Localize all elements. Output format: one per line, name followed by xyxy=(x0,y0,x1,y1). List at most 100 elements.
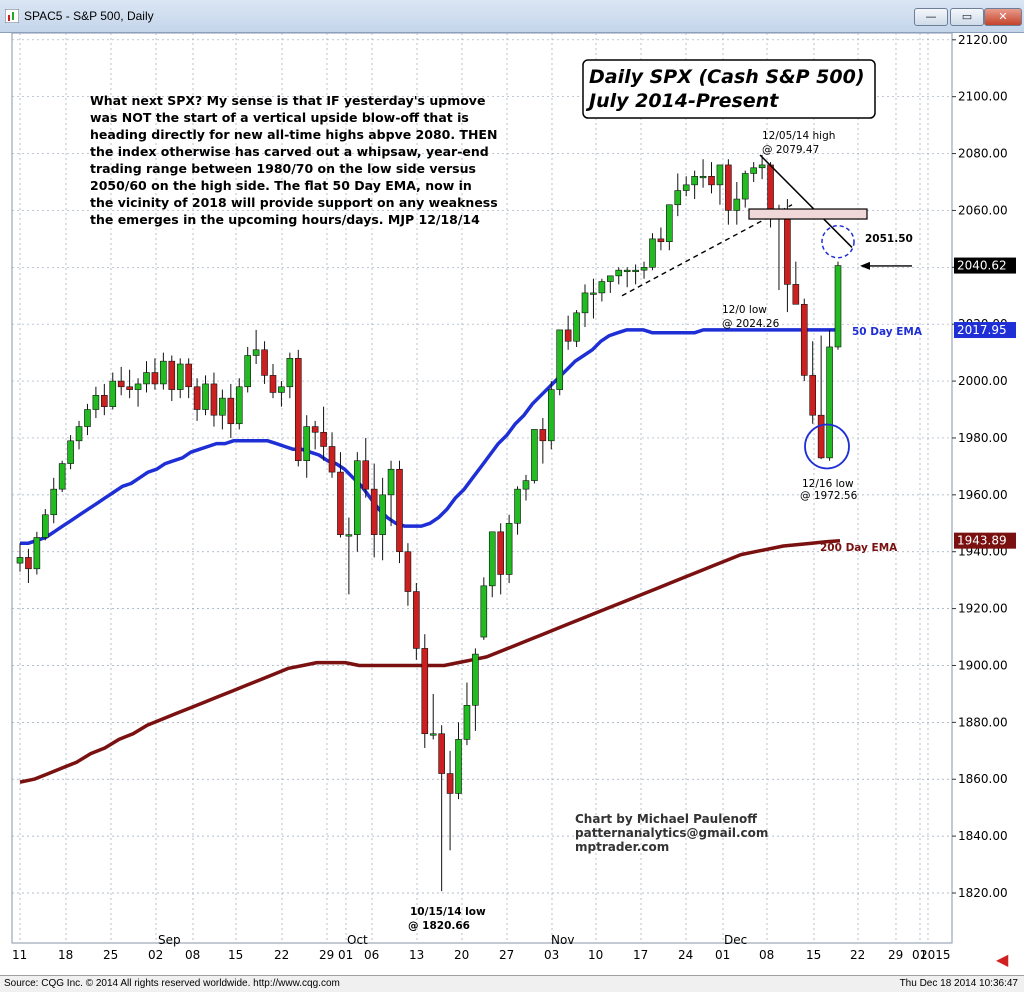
candle-body xyxy=(379,494,386,535)
price-tag-label: 1943.89 xyxy=(957,534,1007,548)
candle-body xyxy=(792,284,800,305)
annotation-dec0-low-value: @ 2024.26 xyxy=(722,318,780,330)
candle-body xyxy=(354,460,361,535)
chart-area[interactable]: 1820.00 1840.00 1860.00 1880.00 1900.00 1920.… xyxy=(0,32,1024,975)
x-axis: 11 18 25 02 08 15 22 29 01 06 13 20 27 03 10 17 24 01 08 15… xyxy=(12,933,951,962)
candle-body xyxy=(708,176,715,186)
candle-body xyxy=(438,733,445,774)
x-tick-label: 29 xyxy=(888,948,903,962)
candle-body xyxy=(581,292,589,314)
candle-body xyxy=(784,210,791,285)
candle-body xyxy=(674,190,682,206)
candle-body xyxy=(25,557,32,570)
minimize-button[interactable]: — xyxy=(914,8,948,26)
target-circle xyxy=(821,224,855,259)
candle-body xyxy=(640,267,648,271)
ema200-line xyxy=(19,538,841,784)
candle-body xyxy=(505,522,513,575)
candle-body xyxy=(741,173,749,200)
candle-body xyxy=(294,358,302,462)
candle-body xyxy=(556,329,564,390)
x-tick-label: 06 xyxy=(364,948,379,962)
candle-body xyxy=(362,460,370,490)
x-tick-label: 15 xyxy=(806,948,821,962)
candle-body xyxy=(185,363,192,388)
credit-line: Chart by Michael Paulenoff xyxy=(575,812,757,826)
candle-body xyxy=(522,480,530,490)
candle-body xyxy=(16,557,24,564)
price-tag-box xyxy=(954,322,1016,339)
candle-body xyxy=(278,386,285,393)
candle-body xyxy=(699,176,707,179)
label-200-day-ema: 200 Day EMA xyxy=(820,542,898,554)
candle-body xyxy=(733,198,741,211)
candle-body xyxy=(767,164,774,211)
candle-body xyxy=(632,269,639,272)
low-circle xyxy=(804,423,850,470)
candle-body xyxy=(514,488,521,524)
commentary-line: the emerges in the upcoming hours/days. … xyxy=(90,212,480,227)
close-button[interactable]: ✕ xyxy=(984,8,1022,26)
x-tick-label: 20 xyxy=(454,948,469,962)
candle-body xyxy=(193,386,201,410)
x-month-label: Nov xyxy=(551,933,574,947)
candle-body xyxy=(531,429,538,481)
candle-body xyxy=(219,397,226,416)
credit-line: patternanalytics@gmail.com xyxy=(575,826,768,840)
y-axis: 1820.00 1840.00 1860.00 1880.00 1900.00 1920.… xyxy=(952,33,1008,900)
scroll-back-arrow-icon[interactable]: ◀ xyxy=(996,950,1009,969)
y-tick-label: 2060.00 xyxy=(958,203,1008,217)
candle-body xyxy=(320,431,327,447)
candle-body xyxy=(84,409,91,427)
y-tick-label: 1920.00 xyxy=(958,602,1008,616)
x-month-label: Sep xyxy=(158,933,181,947)
y-tick-label: 1840.00 xyxy=(958,829,1008,843)
candle-body xyxy=(328,446,336,473)
candle-body xyxy=(117,380,125,388)
commentary-line: 2050/60 on the high side. The flat 50 Da… xyxy=(90,178,472,193)
candle-body xyxy=(421,648,429,735)
x-tick-label: 13 xyxy=(409,948,424,962)
candle-body xyxy=(210,383,218,416)
x-tick-label: 29 xyxy=(319,948,334,962)
window-title: SPAC5 - S&P 500, Daily xyxy=(24,9,154,23)
credit-line: mptrader.com xyxy=(575,840,669,854)
candle-body xyxy=(573,312,580,342)
candle-body xyxy=(101,394,108,407)
candle-body xyxy=(716,164,724,186)
resistance-zone xyxy=(748,208,868,220)
candle-body xyxy=(168,360,176,390)
commentary-line: heading directly for new all-time highs … xyxy=(90,127,497,142)
source-text: Source: CQG Inc. © 2014 All rights reser… xyxy=(4,978,340,989)
candle-body xyxy=(337,471,344,535)
chart-drawings xyxy=(621,154,912,470)
app-icon xyxy=(5,9,19,23)
x-tick-label: 08 xyxy=(185,948,200,962)
y-tick-label: 2000.00 xyxy=(958,374,1008,388)
commentary-line: was NOT the start of a vertical upside b… xyxy=(90,110,469,125)
candle-body xyxy=(455,739,462,794)
annotations: 12/05/14 high @ 2079.47 2051.50 12/0 low… xyxy=(408,130,923,932)
candle-body xyxy=(252,349,260,356)
candle-body xyxy=(666,204,673,243)
candle-body xyxy=(480,585,488,638)
candle-body xyxy=(488,531,496,587)
x-tick-label: 01 xyxy=(715,948,730,962)
y-tick-label: 2120.00 xyxy=(958,33,1008,47)
candle-body xyxy=(497,531,504,575)
candle-body xyxy=(607,275,614,282)
window-titlebar: SPAC5 - S&P 500, Daily — ▭ ✕ xyxy=(0,0,1024,33)
candle-body xyxy=(547,389,555,442)
chart-title-line1: Daily SPX (Cash S&P 500) xyxy=(589,66,865,88)
restore-button[interactable]: ▭ xyxy=(950,8,984,26)
commentary-line: trading range between 1980/70 on the low… xyxy=(90,161,476,176)
credits: Chart by Michael Paulenoff patternanalyt… xyxy=(575,812,768,854)
x-tick-label: 18 xyxy=(58,948,73,962)
label-50-day-ema: 50 Day EMA xyxy=(852,326,923,338)
y-tick-label: 1820.00 xyxy=(958,886,1008,900)
candle-body xyxy=(396,468,403,553)
x-tick-label: 22 xyxy=(850,948,865,962)
annotation-2051: 2051.50 xyxy=(865,233,913,245)
timestamp: Thu Dec 18 2014 10:36:47 xyxy=(899,978,1018,989)
y-tick-label: 2080.00 xyxy=(958,147,1008,161)
